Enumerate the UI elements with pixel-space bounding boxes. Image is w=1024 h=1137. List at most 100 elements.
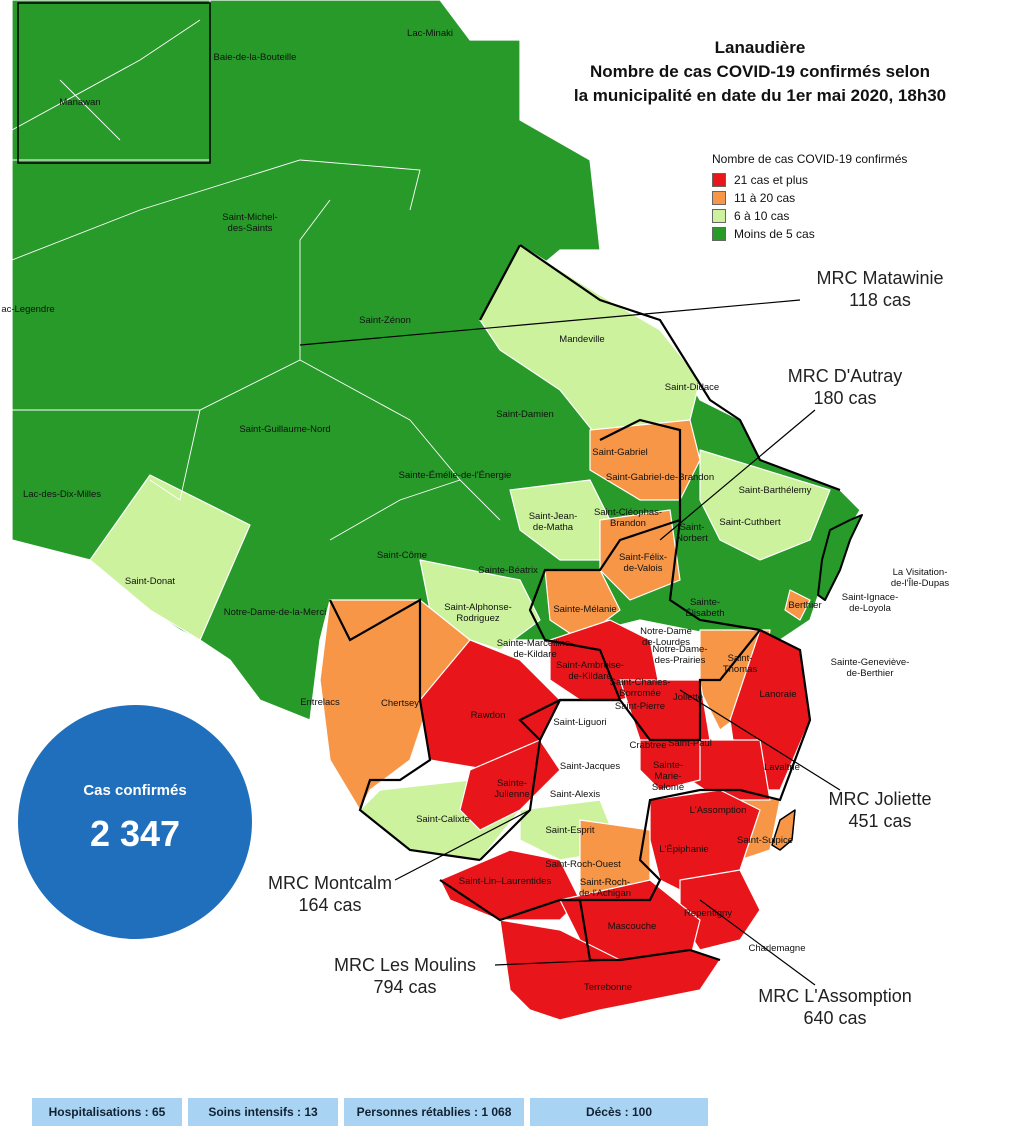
- municipality-label: Saint-Liguori: [553, 717, 606, 728]
- leader-assomption: [699, 899, 816, 986]
- municipality-label: Saint-Ambroise-de-Kildare: [556, 660, 624, 682]
- municipality-label: Saint-Félix-de-Valois: [619, 552, 667, 574]
- municipality-label: Saint-Cuthbert: [719, 517, 781, 528]
- municipality-label: Saint-Damien: [496, 409, 554, 420]
- municipality-label: Saint-Sulpice: [737, 835, 793, 846]
- legend-item: 21 cas et plus: [712, 171, 907, 189]
- municipality-label: Lac-des-Dix-Milles: [23, 489, 101, 500]
- municipality-label: Charlemagne: [748, 943, 805, 954]
- mrc-name: MRC L'Assomption: [758, 986, 912, 1006]
- municipality-label: Sainte-Émélie-de-l'Énergie: [399, 470, 512, 481]
- municipality-label: Sainte-Mélanie: [553, 604, 616, 615]
- mrc-cases: 451 cas: [848, 811, 912, 831]
- municipality-label: Saint-Lin–Laurentides: [459, 876, 552, 887]
- legend-label: 11 à 20 cas: [734, 191, 796, 205]
- municipality-label: Crabtree: [630, 740, 667, 751]
- municipality-label: Saint-Alexis: [550, 789, 600, 800]
- region-saint-donat: [89, 474, 251, 641]
- municipality-label: Mandeville: [559, 334, 604, 345]
- region-saint-cuthbert: [699, 449, 831, 561]
- region-terrebonne: [499, 919, 721, 1021]
- mrc-label-lassomption: MRC L'Assomption 640 cas: [740, 985, 930, 1029]
- mrc-name: MRC Les Moulins: [333, 955, 477, 975]
- municipality-label: Notre-Dame-de-la-Merci: [224, 607, 326, 618]
- municipality-label: La Visitation-de-l'Île-Dupas: [891, 567, 950, 589]
- municipality-label: Saint-Michel-des-Saints: [222, 212, 277, 234]
- legend-label: Moins de 5 cas: [734, 227, 815, 241]
- mrc-label-dautray: MRC D'Autray 180 cas: [765, 365, 925, 409]
- total-cases-circle: Cas confirmés 2 347: [18, 705, 252, 939]
- region-berthier: [784, 589, 811, 621]
- municipality-label: Repentigny: [684, 908, 732, 919]
- municipality-label: Notre-Dame-des-Prairies: [653, 644, 708, 666]
- municipality-label: Saint-Barthélemy: [739, 485, 812, 496]
- legend-label: 6 à 10 cas: [734, 209, 790, 223]
- municipality-label: Saint-Jacques: [560, 761, 620, 772]
- municipality-label: Baie-de-la-Bouteille: [214, 52, 297, 63]
- municipality-label: Joliette: [673, 692, 703, 703]
- mrc-label-les-moulins: MRC Les Moulins 794 cas: [315, 954, 495, 998]
- legend-item: 11 à 20 cas: [712, 189, 907, 207]
- mrc-label-joliette: MRC Joliette 451 cas: [800, 788, 960, 832]
- municipality-label: Saint-Thomas: [723, 653, 758, 675]
- municipality-label: Chertsey: [381, 698, 419, 709]
- municipality-label: Sainte-Élisabeth: [685, 597, 724, 619]
- legend-swatch: [712, 191, 726, 205]
- municipality-label: Saint-Esprit: [545, 825, 594, 836]
- municipality-label: Manawan: [59, 97, 100, 108]
- municipality-label: Saint-Roch-de-l'Achigan: [579, 877, 631, 899]
- municipality-label: Lac-Minaki: [407, 28, 453, 39]
- leader-matawinie: [299, 299, 801, 346]
- mrc-cases: 794 cas: [373, 977, 437, 997]
- municipality-label: Sainte-Geneviève-de-Berthier: [831, 657, 910, 679]
- total-cases-value: 2 347: [89, 813, 181, 854]
- mrc-cases: 640 cas: [803, 1008, 867, 1028]
- legend-swatch: [712, 173, 726, 187]
- municipality-label: Saint-Jean-de-Matha: [529, 511, 578, 533]
- municipality-label: L'Assomption: [690, 805, 747, 816]
- municipality-label: ac-Legendre: [1, 304, 54, 315]
- stat-personnes-retablies: Personnes rétablies : 1 068: [344, 1098, 524, 1126]
- legend: Nombre de cas COVID-19 confirmés 21 cas …: [712, 152, 907, 243]
- region-saint-felix-de-valois: [599, 509, 681, 601]
- title-line-2: Nombre de cas COVID-19 confirmés selon: [589, 62, 931, 81]
- stats-bar: Hospitalisations : 65 Soins intensifs : …: [32, 1098, 708, 1126]
- mrc-cases: 180 cas: [813, 388, 877, 408]
- mrc-cases: 164 cas: [298, 895, 362, 915]
- municipality-label: Lanoraie: [760, 689, 797, 700]
- municipality-label: Sainte-Julienne: [494, 778, 529, 800]
- mrc-name: MRC Montcalm: [267, 873, 392, 893]
- region-ile-dupas: [817, 514, 863, 601]
- municipality-label: Saint-Roch-Ouest: [545, 859, 621, 870]
- municipality-label: Sainte-Marie-Salomé: [652, 760, 684, 793]
- municipality-label: Saint-Donat: [125, 576, 176, 587]
- leader-montcalm: [394, 809, 531, 881]
- municipality-label: Saint-Didace: [665, 382, 719, 393]
- municipality-label: Saint-Calixte: [416, 814, 470, 825]
- municipality-label: L'Épiphanie: [659, 844, 708, 855]
- mrc-name: MRC Joliette: [828, 789, 932, 809]
- municipality-label: Mascouche: [608, 921, 657, 932]
- legend-heading: Nombre de cas COVID-19 confirmés: [712, 152, 908, 166]
- region-island-south: [771, 809, 796, 851]
- municipality-label: Saint-Charles-Borromée: [610, 677, 671, 699]
- title-line-1: Lanaudière: [714, 38, 806, 57]
- stat-deces: Décès : 100: [530, 1098, 708, 1126]
- legend-swatch: [712, 209, 726, 223]
- municipality-label: Notre-Dame de-Lourdes: [640, 626, 692, 648]
- title-line-3: la municipalité en date du 1er mai 2020,…: [573, 86, 947, 105]
- mrc-cases: 118 cas: [849, 290, 911, 310]
- municipality-label: Saint-Cléophas-Brandon: [594, 507, 662, 529]
- municipality-label: Saint-Gabriel: [592, 447, 647, 458]
- inset-frame: [17, 2, 211, 164]
- municipality-label: Saint-Alphonse-Rodriguez: [444, 602, 512, 624]
- mrc-label-matawinie: MRC Matawinie 118 cas: [790, 267, 970, 311]
- leader-joliette: [679, 689, 841, 791]
- municipality-label: Berthier: [788, 600, 821, 611]
- legend-swatch: [712, 227, 726, 241]
- municipality-label: Saint-Zénon: [359, 315, 411, 326]
- municipality-label: Saint-Pierre: [615, 701, 665, 712]
- municipality-label: Entrelacs: [300, 697, 340, 708]
- map-title: Lanaudière Nombre de cas COVID-19 confir…: [520, 36, 1000, 108]
- leader-moulins: [494, 959, 611, 966]
